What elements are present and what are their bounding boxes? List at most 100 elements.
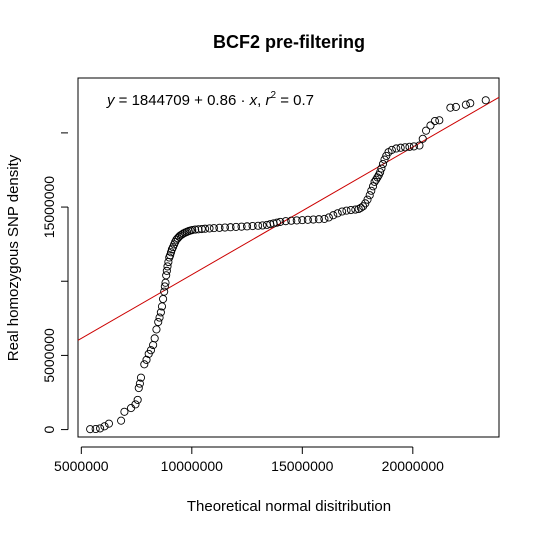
data-point (342, 206, 351, 215)
data-point (324, 213, 333, 222)
data-point (276, 217, 285, 226)
y-axis-label: Real homozygous SNP density (5, 154, 22, 361)
data-point (231, 222, 241, 231)
data-point (370, 177, 379, 186)
data-point (133, 395, 142, 404)
data-point (146, 346, 155, 355)
data-point (160, 287, 169, 296)
data-point (401, 143, 410, 152)
y-tick-label: 5000000 (41, 328, 57, 383)
data-point (415, 141, 424, 150)
equation-r-symbol: r (265, 92, 271, 109)
equation-y-symbol: y (106, 92, 116, 109)
data-point (380, 155, 389, 164)
data-point (333, 209, 342, 218)
data-point (481, 96, 490, 105)
data-point (387, 145, 396, 154)
data-point (367, 186, 376, 195)
data-point (142, 355, 151, 364)
data-point (377, 164, 386, 173)
data-point (363, 195, 372, 204)
data-point (365, 191, 374, 200)
data-point (131, 400, 140, 409)
data-point (451, 102, 460, 111)
data-point (461, 100, 470, 109)
equation-r2-value: = 0.7 (276, 92, 314, 109)
y-tick-label: 0 (41, 425, 57, 433)
data-point (372, 175, 381, 184)
data-point (368, 182, 378, 191)
data-point (303, 215, 312, 224)
data-point (201, 224, 210, 233)
x-axis-label: Theoretical normal disitribution (187, 498, 391, 515)
data-point (100, 422, 109, 431)
data-point (418, 134, 427, 143)
data-point (205, 224, 214, 233)
data-point (351, 205, 360, 214)
equation-x-symbol: x (249, 92, 258, 109)
data-point (136, 373, 146, 382)
x-axis: 5000000 10000000 15000000 20000000 (54, 446, 445, 474)
data-point (409, 142, 418, 151)
data-point (215, 223, 224, 232)
data-point (243, 222, 252, 231)
data-point (134, 383, 143, 393)
data-point (104, 419, 113, 428)
data-point (281, 217, 290, 226)
equation-r-superscript: 2 (270, 90, 276, 101)
data-point (309, 215, 318, 224)
data-point (287, 216, 296, 225)
x-tick-label: 15000000 (271, 458, 334, 474)
data-point (194, 225, 203, 234)
data-point (135, 379, 144, 388)
data-point (272, 218, 281, 227)
data-point (160, 282, 169, 291)
data-point (91, 424, 100, 434)
data-point (292, 216, 301, 225)
equation-separator: , (257, 92, 265, 109)
data-point (155, 313, 164, 322)
data-point (405, 142, 414, 151)
data-point (396, 143, 405, 152)
chart-title: BCF2 pre-filtering (213, 32, 365, 52)
data-point (152, 325, 161, 334)
data-point (191, 225, 200, 234)
data-point (162, 266, 171, 275)
data-point (86, 425, 95, 434)
data-point (197, 224, 206, 234)
x-tick-label: 5000000 (54, 458, 109, 474)
data-point (314, 215, 323, 224)
x-tick-label: 20000000 (382, 458, 445, 474)
data-point (435, 116, 444, 125)
data-point (354, 204, 363, 214)
y-axis: 0 5000000 15000000 (41, 132, 69, 433)
data-point (392, 144, 401, 153)
data-point (120, 407, 129, 416)
data-point (159, 294, 168, 304)
data-point (150, 334, 159, 343)
data-point (209, 224, 218, 233)
y-tick-label: 15000000 (41, 176, 57, 239)
data-point (154, 317, 163, 327)
data-point (188, 226, 197, 235)
data-point (248, 222, 257, 231)
data-point (226, 223, 235, 232)
equation-intercept-slope: = 1844709 + 0.86 · (115, 92, 250, 109)
data-point (376, 168, 385, 177)
data-point (422, 126, 431, 135)
data-point (378, 159, 388, 169)
data-point (237, 222, 246, 231)
data-point (346, 205, 355, 215)
data-point (466, 99, 475, 108)
regression-equation: y = 1844709 + 0.86 · x, r2 = 0.7 (106, 90, 314, 109)
data-point (156, 308, 165, 317)
plot-frame (77, 77, 500, 438)
data-point (254, 221, 263, 230)
data-point (140, 360, 149, 369)
data-point (430, 116, 439, 126)
data-point (329, 211, 338, 220)
data-point (96, 424, 105, 433)
data-point (356, 203, 365, 212)
data-point (373, 173, 382, 182)
